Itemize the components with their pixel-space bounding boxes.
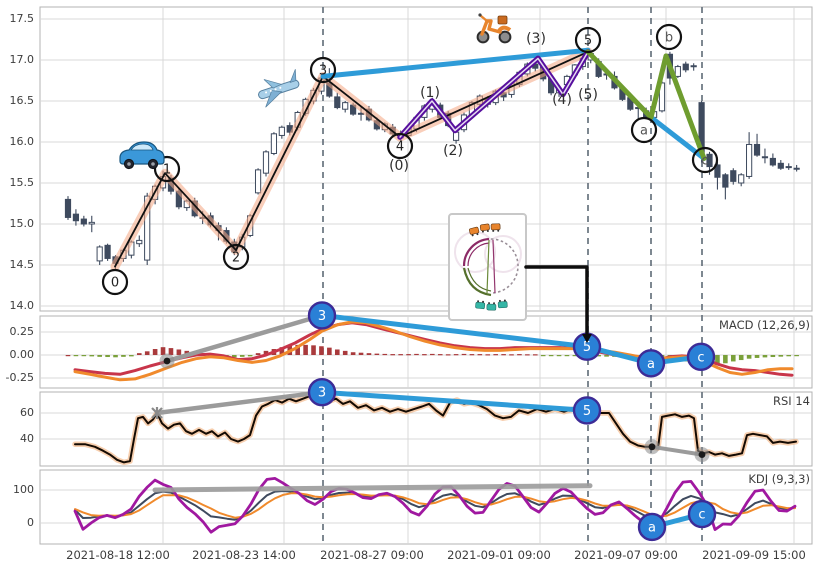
price-ytick: 16.0 xyxy=(9,135,35,148)
wave-circle-label: 5 xyxy=(584,34,592,49)
price-ytick: 15.0 xyxy=(9,217,35,230)
indicator-blue-links: 3 5 a c 3 5 a c xyxy=(307,301,717,542)
main-panel xyxy=(39,6,813,312)
wave-circle xyxy=(101,268,129,296)
wave-marker-circle xyxy=(636,349,666,378)
elliott-waves xyxy=(110,47,707,272)
x-axis-tick: 2021-08-27 09:00 xyxy=(320,548,424,562)
wave-circle-label: 3 xyxy=(319,64,327,79)
wave-marker-label: a xyxy=(648,520,656,535)
wave-circle xyxy=(630,116,658,144)
arrowhead-icon xyxy=(582,334,592,343)
macd-panel-title: MACD (12,26,9) xyxy=(719,318,810,332)
x-axis-tick: 2021-08-18 12:00 xyxy=(66,548,170,562)
subwave-label: (0) xyxy=(389,158,409,174)
scooter-icon xyxy=(476,13,512,44)
x-axis-tick: 2021-09-07 09:00 xyxy=(574,548,678,562)
price-ytick: 14.0 xyxy=(9,299,35,312)
wave-marker-circle xyxy=(307,378,337,407)
price-ytick: 14.5 xyxy=(9,258,35,271)
inset-connector-arrow xyxy=(524,265,592,343)
macd-ytick: 0.00 xyxy=(9,348,35,361)
wave-circle-label: 1 xyxy=(163,163,171,178)
rsi-plot xyxy=(72,390,799,466)
x-axis-tick: 2021-09-09 15:00 xyxy=(702,548,806,562)
kdj-plot xyxy=(73,476,797,534)
wave-circle xyxy=(574,26,602,54)
price-ytick: 16.5 xyxy=(9,94,35,107)
wave-marker-circle xyxy=(686,342,716,372)
wave-marker-circle xyxy=(687,499,717,529)
wave-marker-circle xyxy=(637,512,667,542)
rsi-ytick: 40 xyxy=(20,432,34,445)
price-ytick: 15.5 xyxy=(9,176,35,189)
wave-circle-label: b xyxy=(665,31,673,46)
subwave-label: (2) xyxy=(443,143,463,159)
car-icon xyxy=(119,141,165,170)
wave-circle xyxy=(222,243,250,271)
gray-trendlines xyxy=(151,313,710,493)
wave-circle xyxy=(655,23,683,51)
wave-circle xyxy=(386,132,414,160)
wave-marker-label: 3 xyxy=(318,386,326,401)
x-axis-tick: 2021-08-23 14:00 xyxy=(192,548,296,562)
wave-marker-label: c xyxy=(698,508,705,523)
airplane-icon xyxy=(258,69,300,108)
x-axis-tick: 2021-09-01 09:00 xyxy=(447,548,551,562)
wave-marker-label: 3 xyxy=(318,309,326,324)
rsi-ytick: 60 xyxy=(20,406,34,419)
subwave-label: (1) xyxy=(420,85,440,101)
subwave-label: (3) xyxy=(526,31,546,47)
wave-circle xyxy=(309,56,337,84)
wave-marker-label: a xyxy=(647,357,655,372)
wave-circle xyxy=(153,155,181,183)
subwave-label: (5) xyxy=(578,87,598,103)
subwave-label: (4) xyxy=(552,92,572,108)
price-wave-circles: 0 1 2 3 4 5 a b c xyxy=(101,23,719,296)
wave-marker-label: 5 xyxy=(583,340,591,355)
price-ytick: 17.5 xyxy=(9,12,35,25)
wave-circle-label: 4 xyxy=(396,140,404,155)
wave-marker-label: 5 xyxy=(583,404,591,419)
wave-marker-circle xyxy=(572,396,602,425)
wave-circle xyxy=(691,146,719,174)
macd-ytick: -0.25 xyxy=(5,371,34,384)
wave-marker-circle xyxy=(307,301,337,330)
macd-ytick: 0.25 xyxy=(9,325,35,338)
wave-circle-label: a xyxy=(640,124,648,139)
wave-circle-label: 2 xyxy=(232,251,240,266)
wave-marker-label: c xyxy=(697,350,704,365)
rsi-panel-title: RSI 14 xyxy=(773,394,810,408)
kdj-ytick: 0 xyxy=(27,516,34,529)
wave-circle-label: c xyxy=(701,154,708,169)
price-ytick: 17.0 xyxy=(9,53,35,66)
roller-coaster-icon xyxy=(448,213,527,321)
wave-circle-label: 0 xyxy=(111,276,119,291)
kdj-ytick: 100 xyxy=(13,483,34,496)
kdj-panel-title: KDJ (9,3,3) xyxy=(748,472,810,486)
